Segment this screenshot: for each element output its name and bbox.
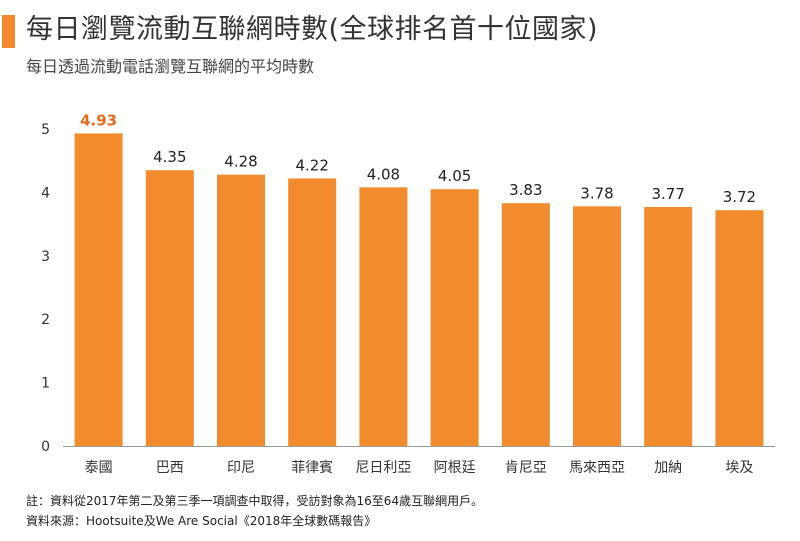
x-tick-label: 埃及: [725, 460, 753, 476]
x-tick-label: 泰國: [85, 460, 113, 476]
bar: [145, 170, 194, 446]
x-tick-label: 尼日利亞: [355, 460, 411, 476]
bar-value-label: 3.78: [580, 184, 613, 202]
bar-value-label: 4.05: [438, 167, 471, 185]
bar: [573, 206, 621, 446]
x-tick-label: 加納: [654, 460, 682, 476]
source-note: 資料來源：Hootsuite及We Are Social《2018年全球數碼報告…: [26, 514, 377, 528]
bar: [644, 206, 693, 446]
y-tick-label: 3: [41, 249, 50, 265]
bar: [288, 178, 337, 446]
y-tick-label: 4: [41, 185, 50, 201]
bar-value-label: 4.08: [367, 165, 400, 183]
bar-value-label: 4.22: [295, 156, 328, 174]
chart-title: 每日瀏覽流動互聯網時數(全球排名首十位國家): [26, 14, 599, 45]
bar-value-label: 3.72: [723, 188, 756, 206]
x-tick-label: 阿根廷: [434, 460, 476, 476]
x-tick-label: 肯尼亞: [505, 460, 547, 476]
bar: [74, 133, 123, 447]
bar-value-label: 4.28: [224, 153, 257, 171]
bar-value-label: 3.77: [651, 185, 684, 203]
y-axis: 0 1 2 3 4 5: [41, 122, 50, 455]
y-tick-label: 1: [41, 376, 50, 392]
chart-subtitle: 每日透過流動電話瀏覽互聯網的平均時數: [26, 57, 315, 76]
y-tick-label: 0: [41, 439, 50, 455]
x-tick-label: 巴西: [156, 460, 184, 476]
y-tick-label: 5: [41, 122, 50, 138]
bar-value-label: 4.35: [153, 148, 186, 166]
bar: [501, 203, 550, 446]
x-tick-label: 菲律賓: [291, 459, 333, 476]
value-labels: 4.93 4.35 4.28 4.22 4.08 4.05 3.83 3.78 3.77 3.72: [80, 111, 756, 206]
x-tick-label: 印尼: [227, 460, 255, 476]
footnote: 註：資料從2017年第二及第三季一項調查中取得，受訪對象為16至64歲互聯網用戶…: [26, 494, 484, 508]
bar-value-label: 4.93: [80, 111, 117, 129]
bar: [359, 187, 408, 446]
bar: [430, 189, 479, 447]
x-axis: 泰國 巴西 印尼 菲律賓 尼日利亞 阿根廷 肯尼亞 馬來西亞 加納 埃及: [85, 459, 754, 476]
bar-series: [74, 133, 764, 447]
title-accent-bar: [2, 15, 15, 48]
y-tick-label: 2: [41, 312, 50, 328]
bar-value-label: 3.83: [509, 181, 542, 199]
bar: [217, 174, 265, 446]
x-tick-label: 馬來西亞: [569, 460, 625, 476]
bar: [715, 210, 764, 446]
